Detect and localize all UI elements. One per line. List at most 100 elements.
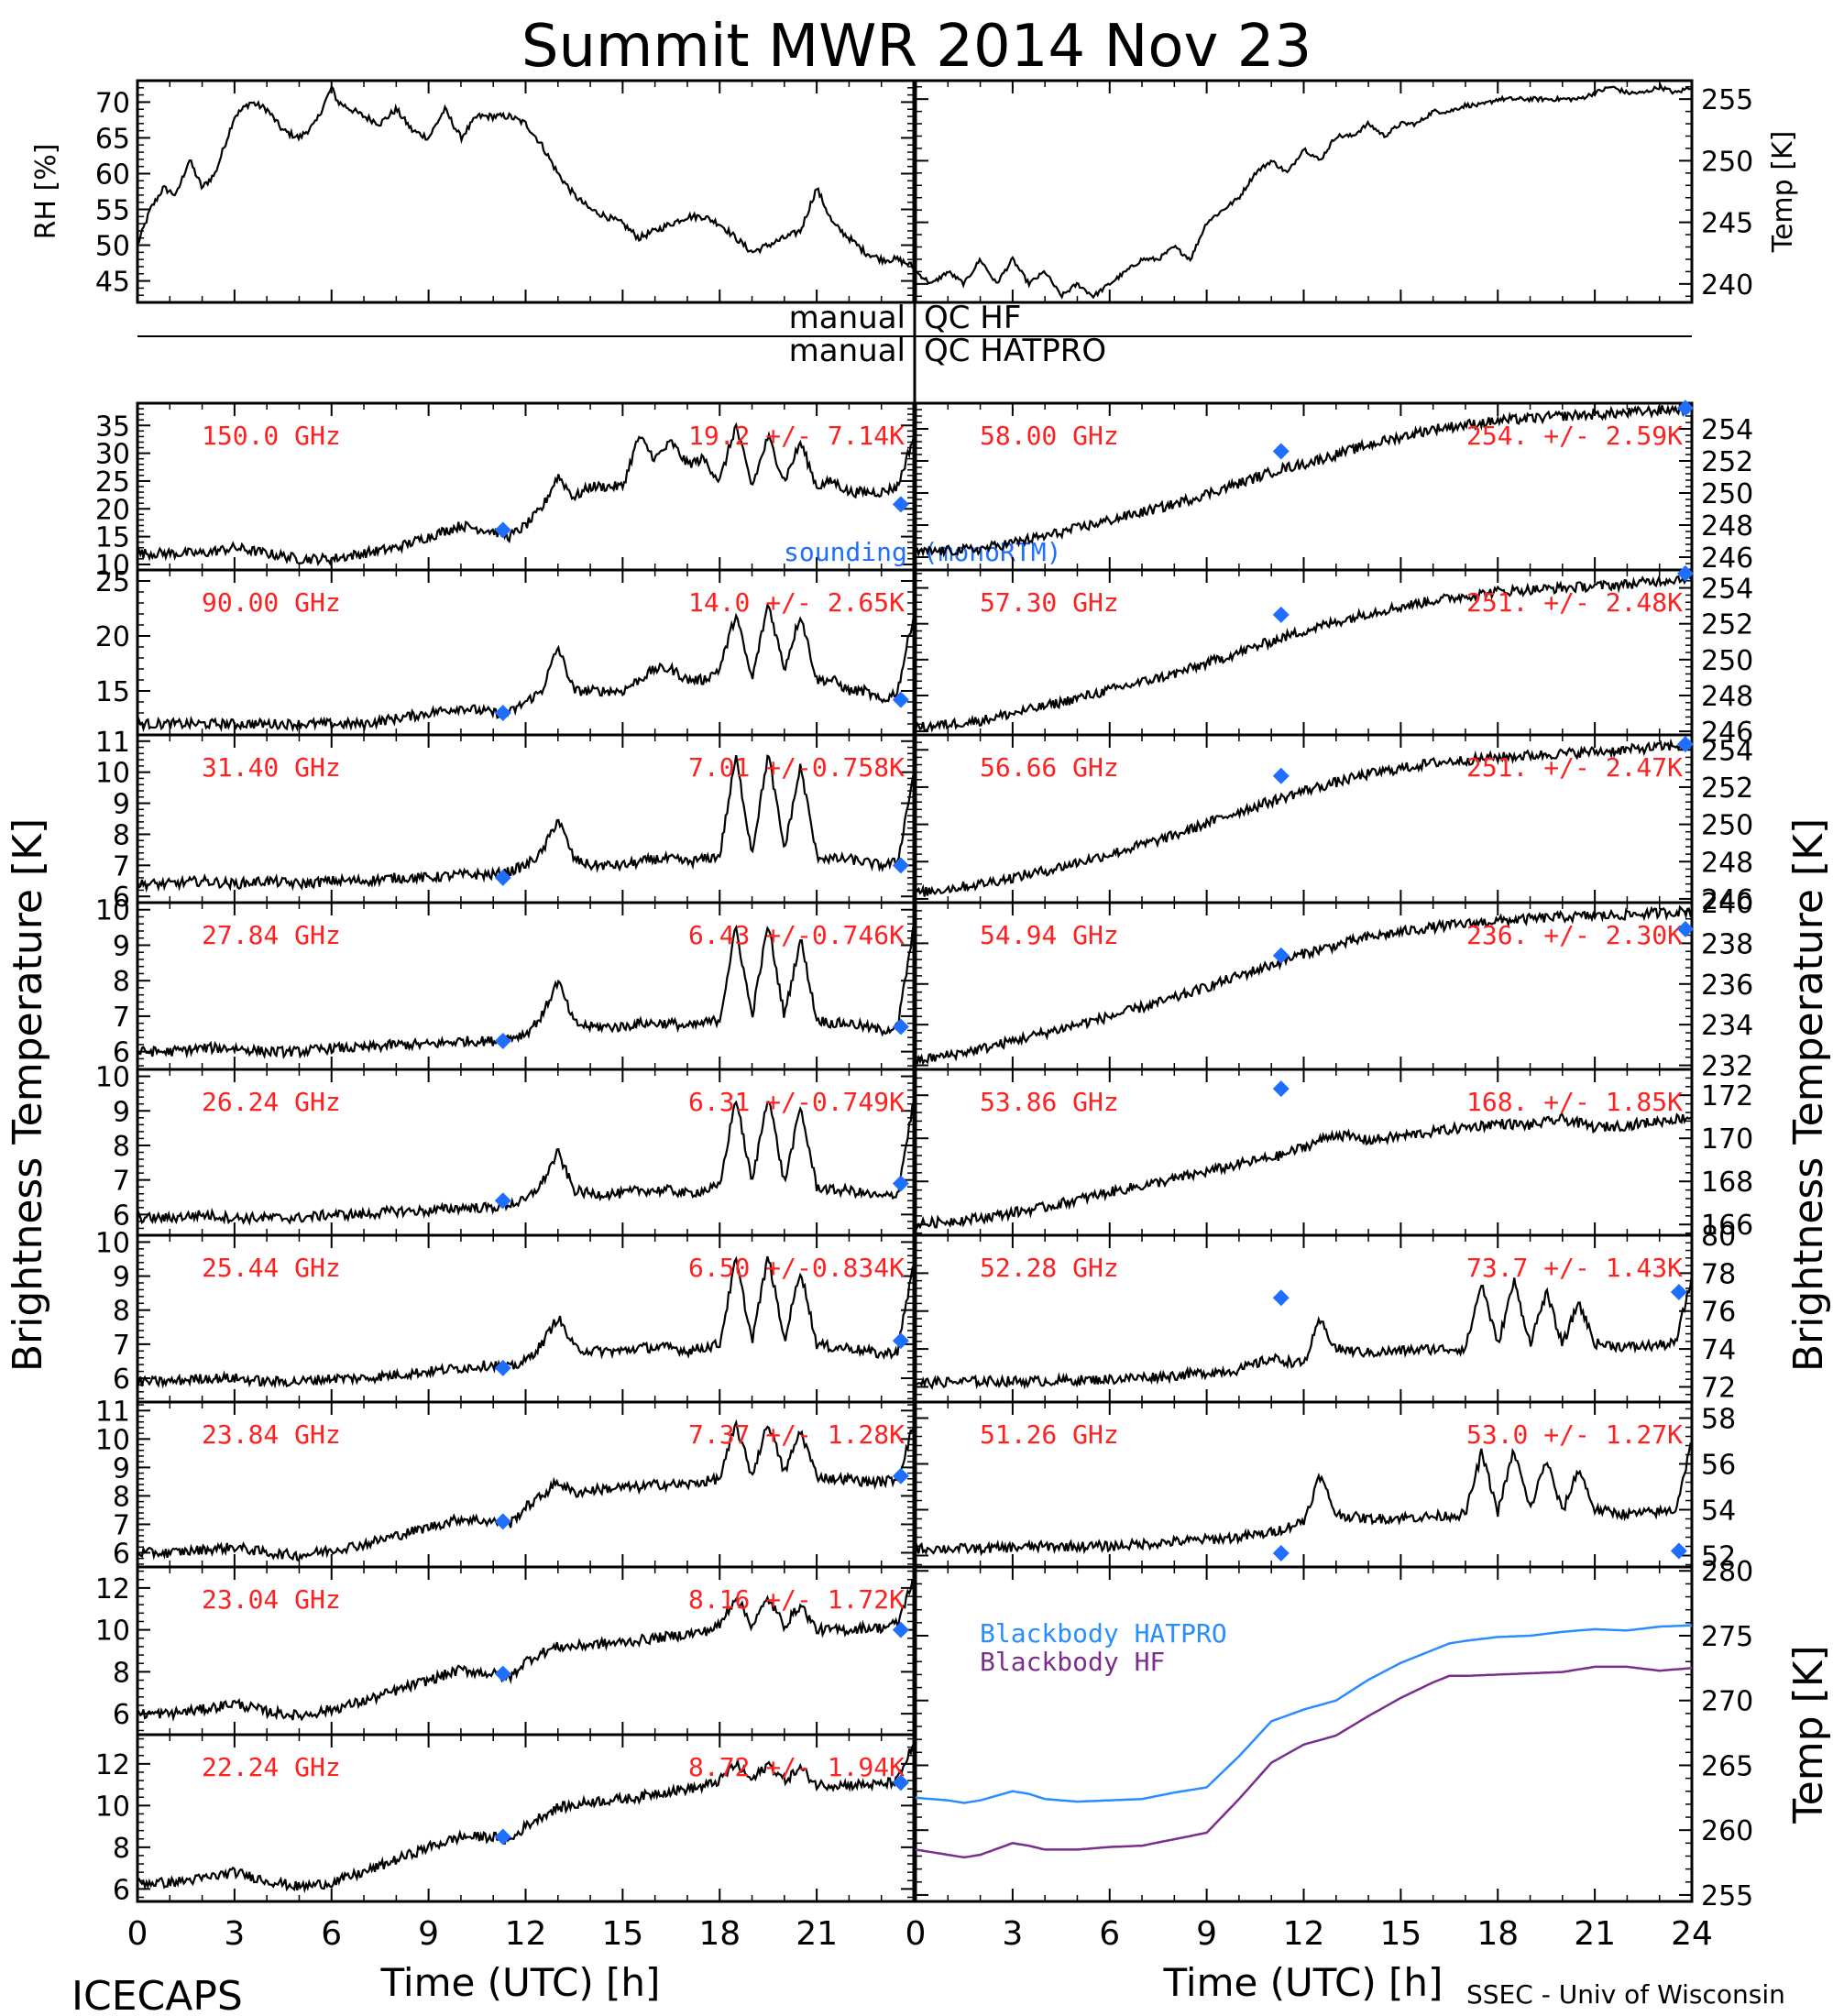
- mean-std-label: 6.43 +/-0.746K: [688, 920, 905, 950]
- y-tick-label: 245: [1701, 208, 1753, 240]
- mean-std-label: 8.16 +/- 1.72K: [688, 1584, 905, 1615]
- sounding-marker: [494, 705, 511, 721]
- tb-trace: [915, 1274, 1694, 1390]
- y-tick-label: 6: [113, 1699, 130, 1731]
- y-tick-label: 232: [1701, 1051, 1753, 1083]
- qc-hatpro-manual-label: manual: [789, 333, 906, 369]
- frequency-label: 51.26 GHz: [980, 1419, 1119, 1450]
- y-tick-label: 240: [1701, 888, 1753, 920]
- tb-trace: [137, 1743, 915, 1894]
- x-tick-label: 15: [601, 1915, 643, 1953]
- y-tick-label: 54: [1701, 1496, 1736, 1528]
- mean-std-label: 251. +/- 2.47K: [1466, 752, 1683, 783]
- y-tick-label: 6: [113, 1364, 130, 1396]
- x-tick-label: 6: [321, 1915, 342, 1953]
- y-tick-label: 10: [95, 895, 130, 927]
- x-tick-label: 21: [796, 1915, 838, 1953]
- x-tick-label: 0: [127, 1915, 148, 1953]
- blackbody-temp-axis-label: Temp [K]: [1785, 1645, 1832, 1824]
- y-tick-label: 9: [113, 789, 130, 821]
- legend-blackbody-hatpro: Blackbody HATPRO: [980, 1618, 1227, 1649]
- tb-trace: [136, 923, 916, 1060]
- y-tick-label: 168: [1701, 1167, 1753, 1199]
- mean-std-label: 251. +/- 2.48K: [1466, 587, 1683, 618]
- tb-trace: [914, 904, 1693, 1066]
- frequency-label: 26.24 GHz: [202, 1087, 341, 1117]
- qc-hf-label: QC HF: [924, 300, 1021, 336]
- y-tick-label: 10: [95, 1616, 130, 1648]
- y-tick-label: 25: [95, 466, 130, 499]
- frequency-label: 58.00 GHz: [980, 421, 1119, 451]
- panel-blackbody: 255 260 265 270 275 280 Blackbody HATPROBlackb…: [914, 1556, 1832, 1912]
- y-tick-label: 58: [1701, 1404, 1736, 1436]
- x-tick-label: 21: [1574, 1915, 1616, 1953]
- y-tick-label: 10: [95, 1424, 130, 1456]
- y-tick-label: 52: [1701, 1541, 1736, 1573]
- y-tick-label: 254: [1701, 735, 1753, 767]
- y-tick-label: 9: [113, 930, 130, 962]
- panel-56-66: 246 248 250 252 254 56.66 GHz 251. +/- 2.47K: [914, 733, 1753, 916]
- sounding-marker: [494, 1665, 511, 1682]
- sounding-marker: [494, 1033, 511, 1050]
- y-tick-label: 76: [1701, 1297, 1736, 1329]
- y-tick-label: 248: [1701, 510, 1753, 542]
- y-tick-label: 12: [95, 1749, 130, 1781]
- mean-std-label: 14.0 +/- 2.65K: [688, 587, 905, 618]
- sounding-marker: [494, 1513, 511, 1530]
- panel-rh: 45 50 55 60 65 70 RH [%]: [30, 79, 916, 304]
- y-tick-label: 30: [95, 439, 130, 471]
- mean-std-label: 6.31 +/-0.749K: [688, 1087, 905, 1117]
- y-tick-label: 11: [95, 1396, 130, 1428]
- mean-std-label: 19.2 +/- 7.14K: [688, 421, 905, 451]
- panel-temp: 240 245 250 255 Temp [K]: [914, 79, 1799, 304]
- y-tick-label: 6: [113, 1200, 130, 1232]
- x-tick-label: 12: [505, 1915, 547, 1953]
- y-tick-label: 254: [1701, 574, 1753, 606]
- panel-54-94: 232 234 236 238 240 54.94 GHz 236. +/- 2.30K: [914, 888, 1753, 1083]
- y-tick-label: 7: [113, 1002, 130, 1034]
- x-tick-label: 18: [1476, 1915, 1519, 1953]
- blackbody-hatpro-line: [915, 1624, 1693, 1804]
- y-tick-label: 15: [95, 676, 130, 708]
- y-tick-label: 10: [95, 550, 130, 582]
- y-tick-label: 6: [113, 882, 130, 914]
- y-tick-label: 7: [113, 1330, 130, 1362]
- x-tick-label: 9: [418, 1915, 439, 1953]
- tb-trace: [914, 1441, 1693, 1557]
- tb-trace: [915, 82, 1693, 300]
- right-y-axis-title: Brightness Temperature [K]: [1785, 818, 1832, 1372]
- footer-ssec: SSEC - Univ of Wisconsin: [1466, 1979, 1785, 2010]
- sounding-marker: [892, 496, 909, 513]
- y-tick-label: 170: [1701, 1123, 1753, 1156]
- y-tick-label: 234: [1701, 1010, 1753, 1042]
- qc-hf-manual-label: manual: [789, 300, 906, 336]
- panel-52-28: 72 74 76 78 80 52.28 GHz 73.7 +/- 1.43K: [914, 1221, 1736, 1404]
- tb-trace: [137, 1255, 916, 1389]
- panel-90-00: 15 20 25 90.00 GHz 14.0 +/- 2.65K: [95, 566, 916, 737]
- y-tick-label: 238: [1701, 928, 1753, 960]
- y-tick-label: 252: [1701, 772, 1753, 805]
- sounding-marker: [892, 1774, 909, 1791]
- x-tick-label: 3: [1002, 1915, 1023, 1953]
- tb-trace: [914, 570, 1693, 733]
- y-tick-label: 246: [1701, 717, 1753, 749]
- y-tick-label: 246: [1701, 884, 1753, 916]
- y-tick-label: 8: [113, 1131, 130, 1163]
- y-tick-label: 250: [1701, 478, 1753, 510]
- y-tick-label: 25: [95, 566, 130, 598]
- y-tick-label: 275: [1701, 1621, 1753, 1653]
- y-tick-label: 10: [95, 758, 130, 790]
- x-tick-label: 12: [1283, 1915, 1325, 1953]
- frequency-label: 54.94 GHz: [980, 920, 1119, 950]
- y-tick-label: 8: [113, 1833, 130, 1865]
- tb-trace: [137, 1419, 916, 1562]
- tb-trace: [136, 1100, 916, 1226]
- mean-std-label: 168. +/- 1.85K: [1466, 1087, 1683, 1117]
- y-tick-label: 7: [113, 1509, 130, 1541]
- sounding-marker: [494, 869, 511, 886]
- mean-std-label: 8.72 +/- 1.94K: [688, 1752, 905, 1782]
- panel-53-86: 166 168 170 172 53.86 GHz 168. +/- 1.85K: [914, 1068, 1753, 1242]
- y-tick-label: 72: [1701, 1372, 1736, 1404]
